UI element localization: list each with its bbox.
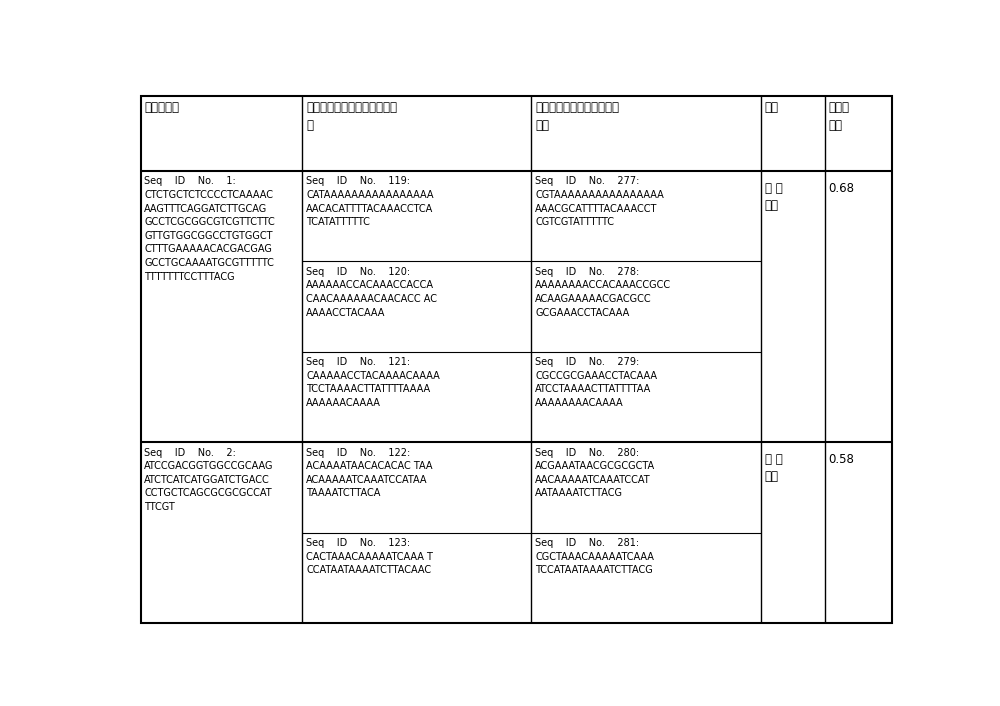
Text: Seq    ID    No.    122:
ACAAAATAACACACAC TAA
ACAAAAATCAAATCCATAA
TAAAATCTTACA: Seq ID No. 122: ACAAAATAACACACAC TAA ACA… — [306, 448, 433, 498]
Text: 0.68: 0.68 — [828, 182, 854, 195]
Text: 靶向左侧靶区域的高甲基化
探针: 靶向左侧靶区域的高甲基化 探针 — [535, 101, 619, 131]
Text: 癌 症
探针: 癌 症 探针 — [765, 453, 782, 484]
Text: 癌 症
探针: 癌 症 探针 — [765, 182, 782, 213]
Text: Seq    ID    No.    1:
CTCTGCTCTCCCCTCAAAAC
AAGTTTCAGGATCTTGCAG
GCCTCGCGGCGTCGTT: Seq ID No. 1: CTCTGCTCTCCCCTCAAAAC AAGTT… — [144, 176, 275, 282]
Text: Seq    ID    No.    278:
AAAAAAAACCACAAACCGCC
ACAAGAAAAACGACGCC
GCGAAACCTACAAA: Seq ID No. 278: AAAAAAAACCACAAACCGCC ACA… — [535, 267, 671, 318]
Text: 靶向左侧靶区域的低甲基化探
针: 靶向左侧靶区域的低甲基化探 针 — [306, 101, 397, 131]
Text: 甲基化
阈値: 甲基化 阈値 — [828, 101, 849, 131]
Text: Seq    ID    No.    279:
CGCCGCGAAACCTACAAA
ATCCTAAAACTTATTTTAA
AAAAAAAACAAAA: Seq ID No. 279: CGCCGCGAAACCTACAAA ATCCT… — [535, 357, 657, 408]
Text: Seq    ID    No.    280:
ACGAAATAACGCGCGCTA
AACAAAAATCAAATCCAT
AATAAAATCTTACG: Seq ID No. 280: ACGAAATAACGCGCGCTA AACAA… — [535, 448, 655, 498]
Text: Seq    ID    No.    121:
CAAAAACCTACAAAACAAAA
TCCTAAAACTTATTTTAAAA
AAAAAACAAAA: Seq ID No. 121: CAAAAACCTACAAAACAAAA TCC… — [306, 357, 440, 408]
Text: 靶区域序列: 靶区域序列 — [144, 101, 179, 114]
Text: 0.58: 0.58 — [828, 453, 854, 466]
Text: Seq    ID    No.    123:
CACTAAACAAAAATCAAA T
CCATAATAAAATCTTACAAC: Seq ID No. 123: CACTAAACAAAAATCAAA T CCA… — [306, 538, 433, 575]
Text: Seq    ID    No.    281:
CGCTAAACAAAAATCAAA
TCCATAATAAAATCTTACG: Seq ID No. 281: CGCTAAACAAAAATCAAA TCCAT… — [535, 538, 654, 575]
Text: Seq    ID    No.    120:
AAAAAACCACAAACCACCA
CAACAAAAAACAACACC AC
AAAACCTACAAA: Seq ID No. 120: AAAAAACCACAAACCACCA CAAC… — [306, 267, 437, 318]
Text: 描述: 描述 — [765, 101, 779, 114]
Text: Seq    ID    No.    119:
CATAAAAAAAAAAAAAAAA
AACACATTTTACAAACCTCA
TCATATTTTTC: Seq ID No. 119: CATAAAAAAAAAAAAAAAA AACA… — [306, 176, 434, 227]
Text: Seq    ID    No.    277:
CGTAAAAAAAAAAAAAAAA
AAACGCATTTTACAAACCT
CGTCGTATTTTTC: Seq ID No. 277: CGTAAAAAAAAAAAAAAAA AAAC… — [535, 176, 664, 227]
Text: Seq    ID    No.    2:
ATCCGACGGTGGCCGCAAG
ATCTCATCATGGATCTGACC
CCTGCTCAGCGCGCGC: Seq ID No. 2: ATCCGACGGTGGCCGCAAG ATCTCA… — [144, 448, 274, 512]
